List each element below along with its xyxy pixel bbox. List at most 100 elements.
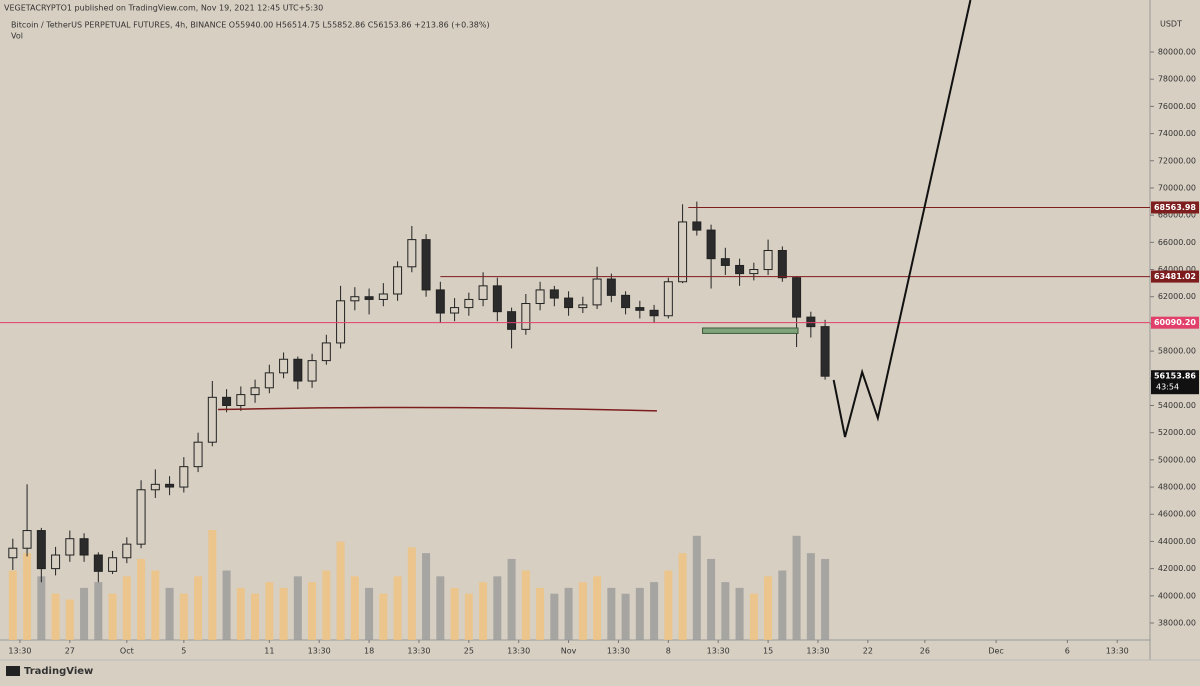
candle-body bbox=[150, 483, 160, 491]
volume-bar bbox=[564, 587, 573, 640]
candle-body bbox=[193, 441, 203, 468]
volume-bar bbox=[821, 558, 830, 640]
brand: TradingView bbox=[24, 666, 93, 677]
candle-body bbox=[735, 264, 745, 275]
y-tick-label: 78000.00 bbox=[1158, 75, 1196, 84]
candle-body bbox=[678, 221, 688, 283]
candle-body bbox=[706, 229, 716, 260]
candle-body bbox=[264, 372, 274, 389]
y-tick-label: 76000.00 bbox=[1158, 102, 1196, 111]
candle-body bbox=[478, 285, 488, 300]
volume-bar bbox=[436, 576, 445, 640]
candle-body bbox=[22, 530, 32, 549]
candle-body bbox=[136, 489, 146, 545]
candle-body bbox=[692, 221, 702, 231]
volume-bar bbox=[735, 587, 744, 640]
candle-body bbox=[93, 554, 103, 572]
candle-body bbox=[649, 309, 659, 317]
y-tick-label: 42000.00 bbox=[1158, 564, 1196, 573]
volume-bar bbox=[792, 535, 801, 640]
candle-body bbox=[435, 289, 445, 314]
candle-body bbox=[378, 293, 388, 300]
candle-body bbox=[122, 543, 132, 559]
x-tick-label: 13:30 bbox=[607, 647, 630, 656]
candle-body bbox=[407, 239, 417, 268]
x-tick-label: 8 bbox=[666, 647, 671, 656]
volume-bar bbox=[664, 570, 673, 640]
candle-body bbox=[421, 239, 431, 291]
candle-body bbox=[749, 269, 759, 275]
candle-body bbox=[236, 394, 246, 406]
y-tick-label: 80000.00 bbox=[1158, 48, 1196, 57]
candle-body bbox=[806, 316, 816, 328]
volume-bar bbox=[279, 587, 288, 640]
volume-bar bbox=[507, 558, 516, 640]
x-tick-label: 18 bbox=[364, 647, 374, 656]
volume-bar bbox=[265, 582, 274, 640]
volume-bar bbox=[165, 587, 174, 640]
brand-logo bbox=[6, 666, 20, 676]
candle-body bbox=[720, 258, 730, 266]
x-tick-label: 6 bbox=[1065, 647, 1070, 656]
candle-body bbox=[79, 538, 89, 556]
candle-body bbox=[393, 266, 403, 295]
volume-bar bbox=[621, 593, 630, 640]
y-tick-label: 44000.00 bbox=[1158, 537, 1196, 546]
x-tick-label: 13:30 bbox=[806, 647, 829, 656]
volume-bar bbox=[137, 558, 146, 640]
x-tick-label: 13:30 bbox=[1106, 647, 1129, 656]
x-tick-label: Nov bbox=[561, 647, 577, 656]
volume-bar bbox=[607, 587, 616, 640]
volume-bar bbox=[778, 570, 787, 640]
volume-bar bbox=[80, 587, 89, 640]
volume-bar bbox=[707, 558, 716, 640]
countdown: 43:54 bbox=[1156, 383, 1179, 392]
volume-bar bbox=[350, 576, 359, 640]
last-price-tag bbox=[1151, 370, 1199, 395]
candle-body bbox=[8, 547, 18, 559]
x-tick-label: 13:30 bbox=[308, 647, 331, 656]
x-tick-label: 27 bbox=[65, 647, 75, 656]
candle-body bbox=[578, 304, 588, 309]
candle-body bbox=[521, 303, 531, 330]
candle-body bbox=[250, 387, 260, 396]
x-tick-label: 13:30 bbox=[707, 647, 730, 656]
y-tick-label: 70000.00 bbox=[1158, 183, 1196, 192]
y-tick-label: 54000.00 bbox=[1158, 401, 1196, 410]
volume-bar bbox=[593, 576, 602, 640]
volume-bar bbox=[692, 535, 701, 640]
volume-bar bbox=[635, 587, 644, 640]
volume-bar bbox=[422, 553, 431, 640]
volume-bar bbox=[51, 593, 60, 640]
candle-body bbox=[763, 249, 773, 271]
candle-body bbox=[592, 278, 602, 306]
volume-bar bbox=[37, 576, 46, 640]
candle-body bbox=[663, 281, 673, 317]
y-tick-label: 40000.00 bbox=[1158, 591, 1196, 600]
candle-body bbox=[165, 483, 175, 488]
volume-bar bbox=[464, 593, 473, 640]
volume-bar bbox=[322, 570, 331, 640]
volume-bar bbox=[493, 576, 502, 640]
volume-label: Vol bbox=[11, 32, 23, 41]
y-tick-label: 46000.00 bbox=[1158, 510, 1196, 519]
volume-bar bbox=[8, 570, 17, 640]
volume-bar bbox=[678, 553, 687, 640]
volume-bar bbox=[650, 582, 659, 640]
level-tag bbox=[1151, 270, 1199, 283]
x-tick-label: 13:30 bbox=[407, 647, 430, 656]
candle-body bbox=[307, 360, 317, 382]
candle-body bbox=[450, 307, 460, 314]
volume-bar bbox=[151, 570, 160, 640]
candle-body bbox=[293, 358, 303, 382]
x-tick-label: 22 bbox=[863, 647, 873, 656]
level-tag bbox=[1151, 201, 1199, 214]
volume-bar bbox=[336, 541, 345, 640]
candle-body bbox=[464, 298, 474, 309]
candle-body bbox=[777, 249, 787, 279]
volume-bar bbox=[393, 576, 402, 640]
candle-body bbox=[222, 396, 232, 406]
candle-body bbox=[492, 285, 502, 313]
candle-body bbox=[321, 342, 331, 362]
